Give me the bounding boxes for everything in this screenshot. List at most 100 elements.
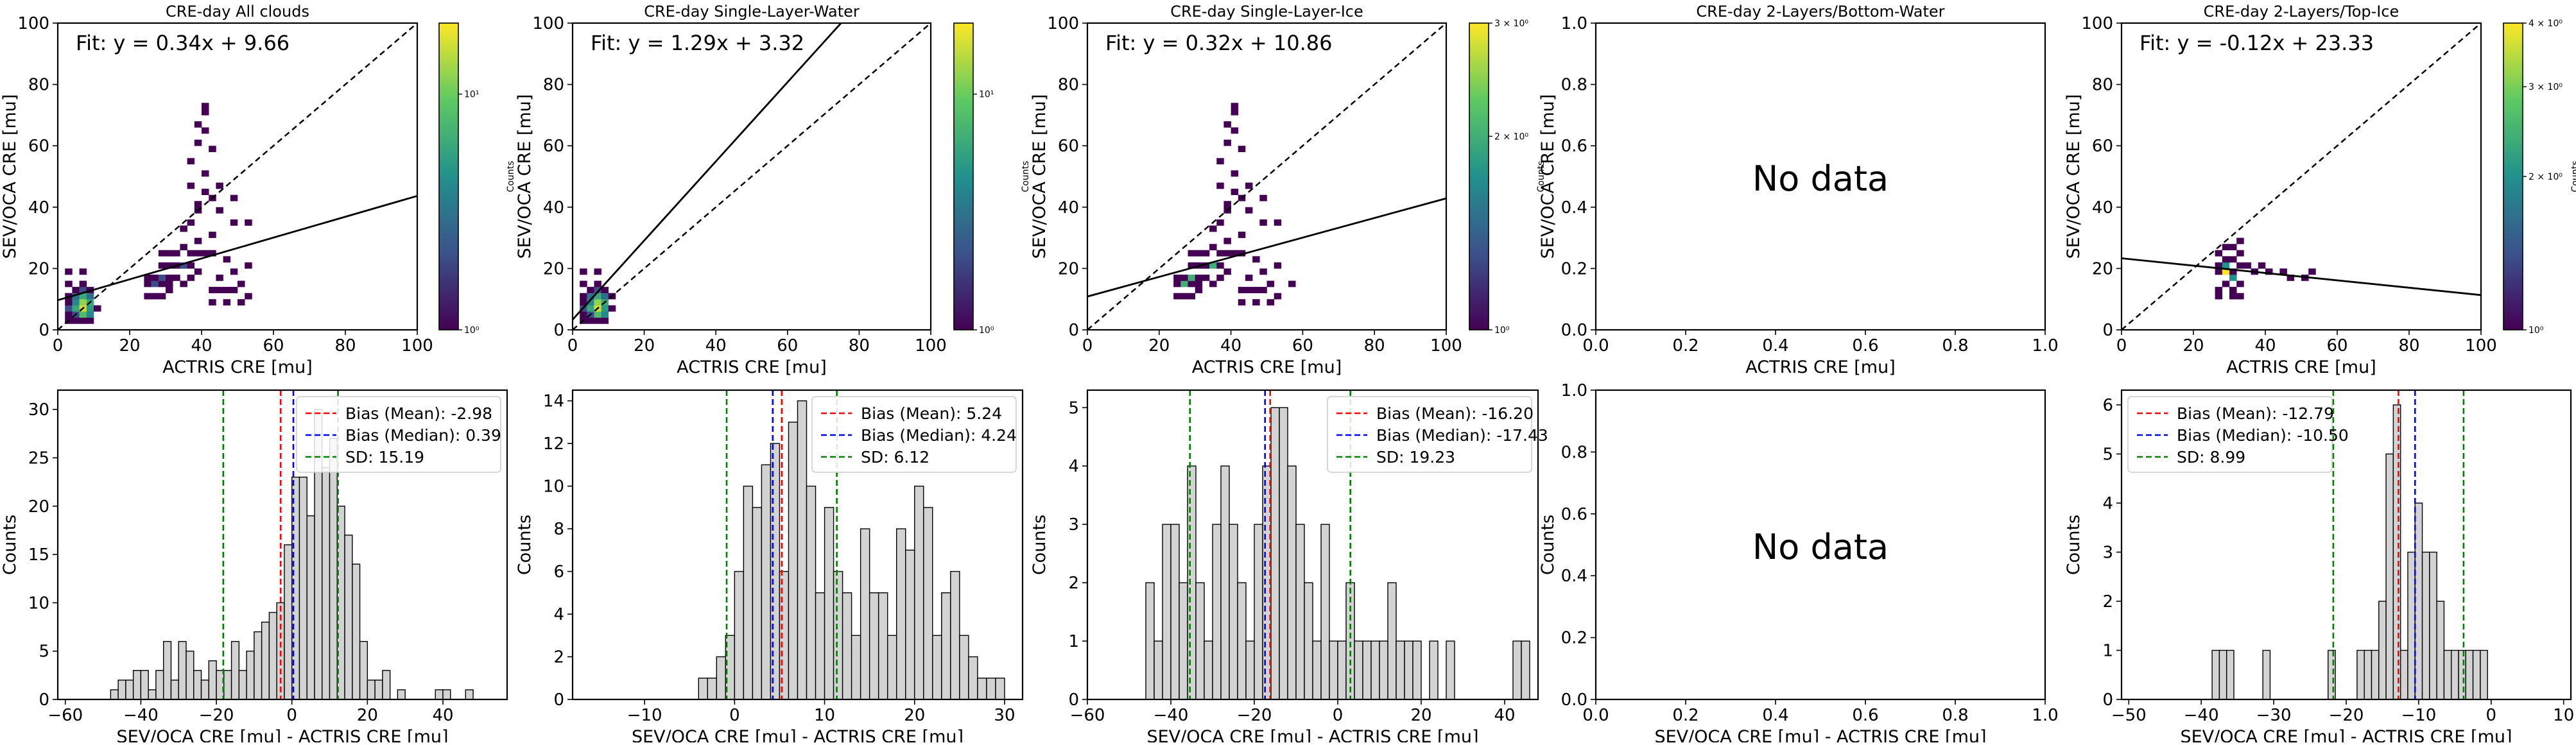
axes-frame (571, 22, 932, 331)
x-tick-label: 0.0 (1582, 336, 1609, 355)
y-tick-label: 14 (543, 392, 564, 411)
y-axis: 0 20 40 60 80 100 (2081, 14, 2122, 340)
y-tick-label: 40 (28, 198, 49, 218)
x-tick-label: −40 (2184, 706, 2219, 725)
heatmap-cell (2286, 274, 2295, 281)
legend: Bias (Mean): -2.98 Bias (Median): 0.39 SD:… (296, 396, 501, 473)
heatmap-cell (1238, 250, 1246, 257)
x-axis-label: ACTRIS CRE [mu] (677, 357, 827, 377)
heatmap-cell (1188, 280, 1195, 287)
legend-frame (296, 396, 501, 473)
y-axis-label: SEV/OCA CRE [mu] (0, 94, 20, 259)
x-axis-label: ACTRIS CRE [mu] (2226, 357, 2376, 377)
heatmap-cell (580, 293, 587, 300)
heatmap-cell (230, 219, 238, 226)
histogram-bar (268, 612, 277, 699)
x-tick-label: 60 (1292, 336, 1313, 355)
x-tick-label: 0 (567, 336, 578, 355)
y-tick-label: 0 (1068, 690, 1079, 710)
heatmap-cell (173, 250, 180, 257)
histogram-bar (824, 507, 834, 699)
x-tick-label: 1.0 (2032, 336, 2058, 355)
y-axis: 0.0 0.2 0.4 0.6 0.8 1.0 (1561, 14, 1596, 340)
y-tick-label: 4 (2102, 494, 2113, 513)
x-tick-label: 100 (1430, 336, 1462, 355)
x-tick-label: 0.4 (1762, 706, 1788, 725)
chart-title: CRE-day 2-Layers/Bottom-Water (1696, 3, 1944, 21)
heatmap-cell (65, 305, 73, 312)
heatmap-cell (202, 170, 209, 177)
histogram-bar (465, 689, 474, 699)
x-tick-label: −20 (1237, 706, 1272, 725)
y-tick-label: 0 (2102, 321, 2113, 340)
legend-sd: SD: 6.12 (861, 448, 929, 467)
y-tick-label: 20 (28, 259, 49, 278)
legend-bias-median: Bias (Median): 0.39 (345, 426, 501, 445)
y-axis: 0 20 40 60 80 100 (17, 14, 58, 340)
heatmap-cell (166, 262, 173, 269)
heatmap-cell (2222, 280, 2230, 287)
y-tick-label: 3 (1068, 515, 1079, 535)
heatmap-cell (1173, 293, 1181, 300)
heatmap-cell (2236, 237, 2244, 244)
x-tick-label: 40 (1494, 706, 1515, 725)
heatmap-cell (158, 250, 166, 257)
y-tick-label: 40 (2092, 198, 2113, 218)
histogram-bar (132, 670, 142, 699)
histogram-bar (359, 640, 368, 699)
heatmap-cell (1223, 121, 1231, 128)
heatmap-cell (2215, 293, 2223, 300)
heatmap-cell (65, 311, 73, 318)
heatmap-cell (1223, 268, 1231, 275)
histogram-bar (322, 467, 331, 699)
heatmap-cell (587, 305, 594, 312)
y-tick-label: 5 (2102, 445, 2113, 464)
one-to-one-line (573, 23, 931, 330)
colorbar-gradient (438, 22, 459, 330)
histogram-bar (2392, 404, 2401, 699)
x-axis-label: ACTRIS CRE [mu] (162, 357, 313, 377)
histogram-bar (208, 660, 217, 699)
heatmap-cell (223, 299, 231, 306)
x-tick-label: 80 (1364, 336, 1385, 355)
heatmap-cell (1231, 189, 1239, 195)
x-axis: 0 20 40 60 80 100 (53, 330, 433, 355)
plot-area (2211, 390, 2488, 699)
panel-hist-all-clouds: Bias (Mean): -2.98 Bias (Median): 0.39 SD:… (0, 389, 508, 745)
heatmap-cell (601, 287, 609, 293)
x-tick-label: 10 (2553, 706, 2574, 725)
histogram-bar (1229, 524, 1238, 699)
colorbar-tick-label: 2 × 10⁰ (1494, 132, 1528, 142)
panel-hist-single-layer-water: Bias (Mean): 5.24 Bias (Median): 4.24 SD: … (515, 389, 1024, 745)
x-tick-label: 0.2 (1672, 706, 1699, 725)
y-tick-label: 100 (2081, 14, 2113, 33)
legend-bias-mean: Bias (Mean): -12.79 (2177, 404, 2334, 423)
x-tick-label: 60 (777, 336, 798, 355)
histogram-bar (2356, 649, 2365, 699)
axes-frame (1595, 389, 2046, 701)
heatmap-cell (1223, 237, 1231, 244)
heatmap-cell (1274, 219, 1282, 226)
histogram-bar (743, 485, 754, 699)
heatmap-cell (1259, 219, 1267, 226)
histogram-bar (1387, 582, 1397, 699)
x-tick-label: −40 (1154, 706, 1189, 725)
one-to-one-line (2122, 23, 2481, 330)
histogram-bar (1237, 582, 1247, 699)
histogram-bar (2218, 649, 2227, 699)
heatmap-cell (65, 280, 73, 287)
heatmap-cell (2229, 268, 2237, 275)
histogram-bar (148, 689, 157, 699)
y-tick-label: 0.4 (1561, 198, 1587, 218)
histogram-bar (2328, 649, 2336, 699)
histogram-bar (2371, 649, 2380, 699)
histogram-bar (230, 640, 240, 699)
heatmap-cell (202, 103, 209, 110)
heatmap-cell (1231, 127, 1239, 134)
x-tick-label: 100 (2465, 336, 2497, 355)
heatmap-cell (587, 299, 594, 306)
no-data-label: No data (1752, 158, 1889, 199)
histogram-bar (815, 592, 826, 699)
histogram-bar (1512, 640, 1522, 699)
